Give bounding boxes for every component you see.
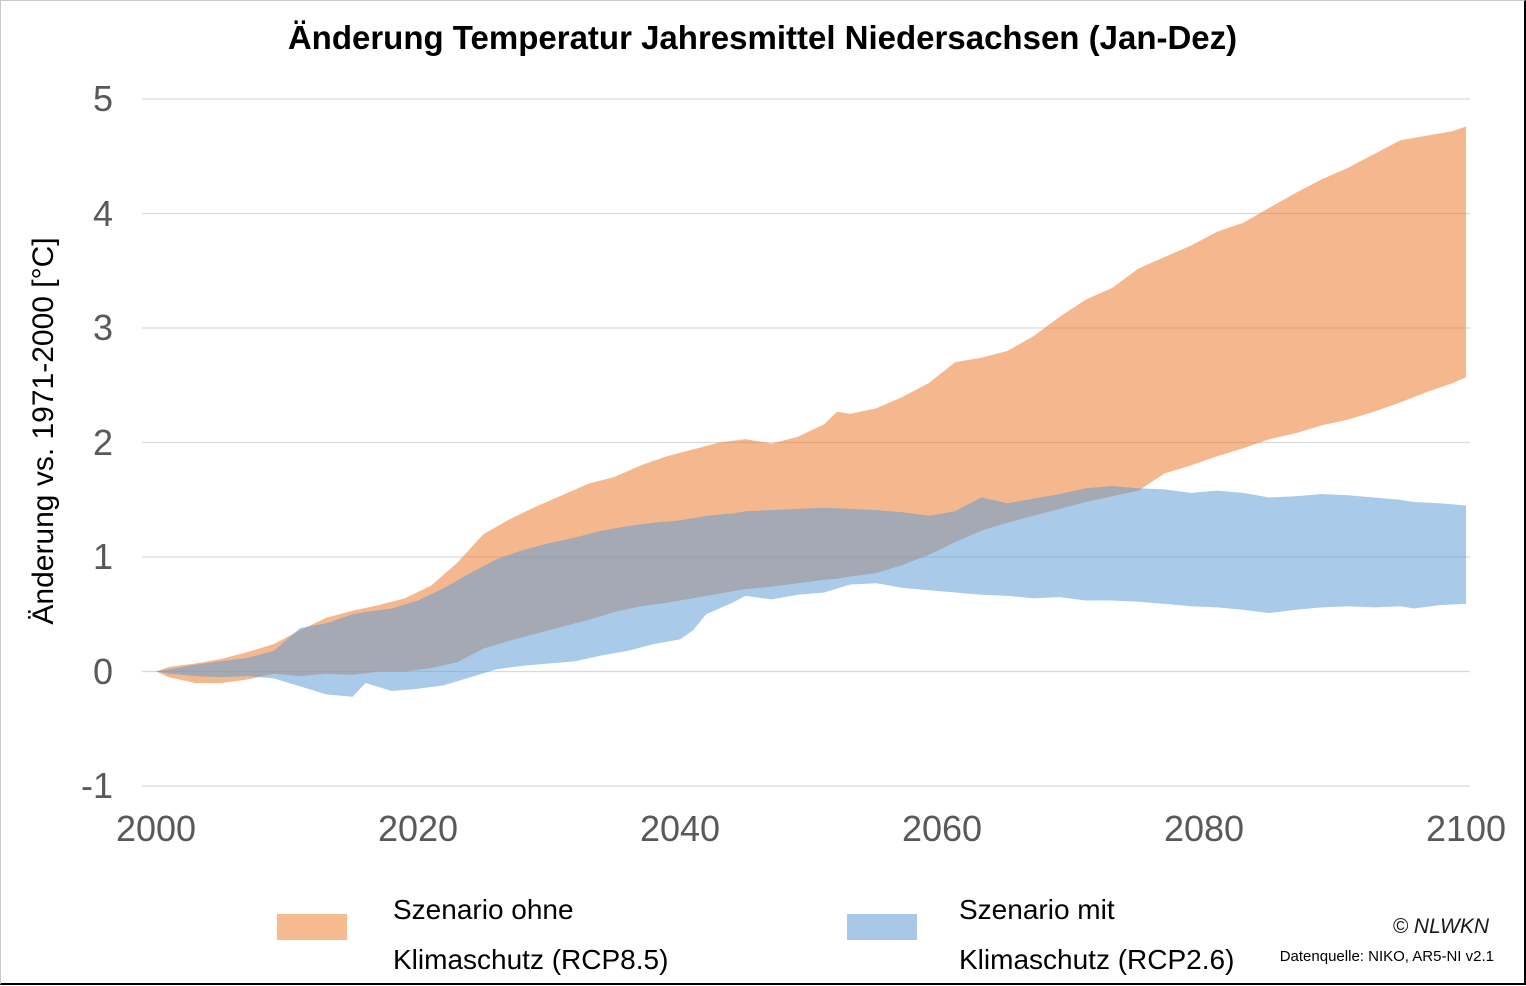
y-tick-4: 4	[92, 192, 113, 234]
legend-swatch-rcp85	[277, 914, 347, 940]
x-tick-2100: 2100	[1425, 808, 1507, 849]
band-rcp26	[156, 486, 1466, 697]
x-tick-2060: 2060	[901, 808, 983, 849]
y-tick-0: 0	[92, 650, 113, 692]
y-tick--1: -1	[80, 765, 113, 806]
legend-label-rcp85-line2: Klimaschutz (RCP8.5)	[393, 944, 669, 975]
y-tick-3: 3	[92, 307, 113, 348]
x-tick-2000: 2000	[115, 808, 197, 849]
x-tick-2080: 2080	[1163, 808, 1245, 849]
legend-label-rcp85: Szenario ohne Klimaschutz (RCP8.5)	[393, 885, 668, 985]
data-source-note: Datenquelle: NIKO, AR5-NI v2.1	[1279, 948, 1494, 965]
legend-label-rcp26: Szenario mit Klimaschutz (RCP2.6)	[959, 885, 1234, 985]
y-tick-1: 1	[92, 536, 113, 577]
x-tick-2020: 2020	[377, 808, 459, 849]
legend-label-rcp26-line2: Klimaschutz (RCP2.6)	[959, 944, 1235, 975]
legend-swatch-rcp26	[847, 914, 917, 940]
legend-label-rcp85-line1: Szenario ohne	[393, 894, 574, 925]
chart-title: Änderung Temperatur Jahresmittel Nieders…	[287, 19, 1238, 56]
x-tick-2040: 2040	[639, 808, 721, 849]
y-tick-5: 5	[92, 78, 113, 119]
y-tick-2: 2	[92, 421, 113, 463]
copyright-note: © NLWKN	[1392, 915, 1489, 938]
legend-label-rcp26-line1: Szenario mit	[959, 894, 1115, 925]
band-rcp85	[156, 126, 1466, 683]
